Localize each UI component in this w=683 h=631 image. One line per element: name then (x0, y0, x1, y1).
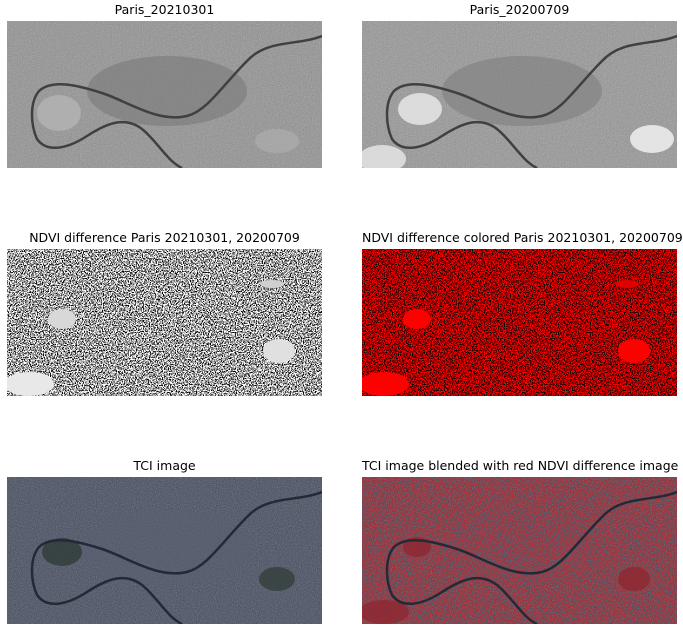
panel-title: NDVI difference colored Paris 20210301, … (362, 230, 683, 245)
satellite-image-grayscale-20210301 (7, 21, 322, 168)
panel-title: TCI image blended with red NDVI differen… (362, 458, 679, 473)
panel-title: Paris_20210301 (114, 2, 215, 17)
tci-true-color-image (7, 477, 322, 624)
panel-title: NDVI difference Paris 20210301, 20200709 (29, 230, 300, 245)
tci-blended-red-ndvi-image (362, 477, 677, 624)
panel-title: TCI image (133, 458, 196, 473)
panel-title: Paris_20200709 (469, 2, 570, 17)
ndvi-difference-image (7, 249, 322, 396)
ndvi-difference-red-image (362, 249, 677, 396)
satellite-image-grayscale-20200709 (362, 21, 677, 168)
